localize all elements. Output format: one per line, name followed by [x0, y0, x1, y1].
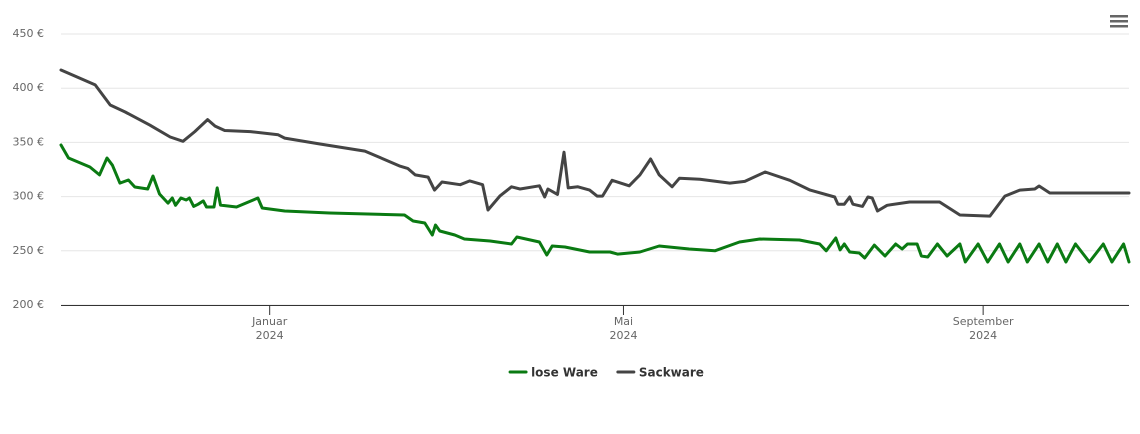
y-tick-label: 250 €	[13, 244, 45, 257]
x-tick-label: 2024	[609, 329, 637, 342]
y-tick-label: 200 €	[13, 298, 45, 311]
legend: lose Ware Sackware	[508, 366, 704, 380]
series-line	[59, 143, 1131, 264]
series-line	[59, 68, 1131, 218]
x-tick-label: Januar	[251, 315, 288, 328]
y-tick-label: 400 €	[13, 81, 45, 94]
x-tick-label: 2024	[256, 329, 284, 342]
legend-item[interactable]: Sackware	[616, 366, 704, 380]
x-tick-label: September	[953, 315, 1014, 328]
menu-bar	[1110, 25, 1128, 28]
legend-item[interactable]: lose Ware	[508, 366, 598, 380]
menu-bar	[1110, 20, 1128, 23]
y-tick-label: 300 €	[13, 190, 45, 203]
y-tick-label: 350 €	[13, 135, 45, 148]
legend-label: Sackware	[639, 366, 704, 380]
legend-label: lose Ware	[531, 366, 598, 380]
menu-bar	[1110, 15, 1128, 18]
x-tick-label: 2024	[969, 329, 997, 342]
x-tick-label: Mai	[614, 315, 633, 328]
y-tick-label: 450 €	[13, 27, 45, 40]
menu-icon[interactable]	[1110, 15, 1128, 28]
